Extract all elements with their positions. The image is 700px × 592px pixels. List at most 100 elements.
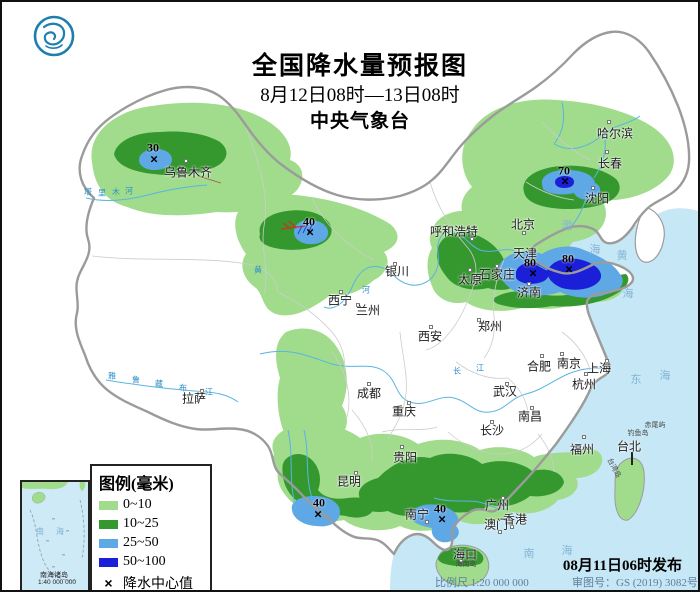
inset-hainan: [32, 492, 46, 504]
province-line: [447, 431, 543, 455]
city-marker-海口: [459, 559, 463, 563]
legend-range-label: 10~25: [123, 516, 159, 531]
province-line: [429, 181, 477, 285]
city-label-拉萨: 拉萨: [181, 391, 207, 406]
river-label-4: 黄: [254, 265, 262, 275]
city-marker-乌鲁木齐: [184, 159, 188, 163]
city-marker-石家庄: [495, 264, 499, 268]
city-label-天津: 天津: [512, 246, 538, 261]
city-label-武汉: 武汉: [492, 384, 518, 399]
precip-center-value-5: 40: [434, 501, 446, 516]
river-songhua-branch: [593, 133, 606, 179]
province-line: [483, 259, 505, 359]
city-label-广州: 广州: [484, 498, 510, 513]
legend-range-label: 0~10: [123, 497, 152, 512]
city-label-石家庄: 石家庄: [478, 267, 516, 282]
legend-swatch: [99, 538, 118, 548]
city-marker-西宁: [339, 290, 343, 294]
legend-range-label: 25~50: [123, 535, 159, 550]
city-marker-长春: [605, 150, 609, 154]
legend-swatch: [99, 557, 118, 567]
river-pearl: [433, 497, 509, 510]
city-label-昆明: 昆明: [336, 474, 362, 489]
inset-taiwan: [79, 482, 86, 491]
legend-item: 25~50: [99, 535, 203, 551]
sea-label-7: 海: [561, 545, 573, 557]
city-marker-兰州: [356, 303, 360, 307]
hatch: [297, 225, 303, 235]
city-label-沈阳: 沈阳: [584, 191, 610, 206]
city-label-呼和浩特: 呼和浩特: [429, 224, 479, 239]
river-label-7: 江: [476, 363, 484, 373]
city-marker-长沙: [490, 420, 494, 424]
taiwan-island: [614, 457, 645, 521]
lb-xinjiang: [139, 149, 172, 170]
precip-gansu-band: [235, 194, 398, 316]
city-marker-哈尔滨: [607, 120, 611, 124]
precip-center-value-1: 40: [303, 214, 315, 229]
precip-center-x-2: ×: [561, 173, 569, 189]
page-title: 全国降水量预报图: [251, 53, 469, 80]
legend-box: 图例(毫米) 0~10 10~25 25~50 50~100 × 降水中心值: [90, 464, 212, 590]
river-label-8: 雅: [108, 371, 116, 381]
city-marker-武汉: [505, 382, 509, 386]
city-marker-台北: [631, 452, 633, 465]
city-label-西安: 西安: [417, 329, 443, 344]
city-marker-香港: [510, 525, 514, 529]
precip-center-value-3: 80: [524, 255, 536, 270]
dash-seg: [29, 509, 77, 581]
river-yangtze: [259, 350, 606, 413]
korea-peninsula: [634, 207, 665, 263]
city-marker-杭州: [584, 372, 588, 376]
db-bohai-west: [516, 262, 549, 284]
sea-label-2: 黄: [616, 250, 628, 262]
city-label-福州: 福州: [569, 442, 595, 457]
inset-islands-label: 南海诸岛: [40, 572, 68, 579]
approval-number: 审图号：GS (2019) 3082号: [572, 577, 698, 589]
south-china-sea-inset: 南 海 南海诸岛 1:40 000 000: [20, 480, 90, 590]
dg-south-coast: [358, 453, 564, 517]
inset-scale: 1:40 000 000: [38, 579, 76, 586]
city-marker-太原: [468, 268, 472, 272]
dg-hainan-north: [438, 546, 484, 567]
red-wind-annotation: [280, 220, 306, 230]
city-marker-昆明: [354, 471, 358, 475]
legend-item: 0~10: [99, 497, 203, 513]
island-label-2: 赤尾屿: [644, 421, 666, 429]
inset-sea-char: 海: [56, 527, 64, 536]
island-label-3: 海南岛: [455, 560, 477, 568]
sea-label-0: 渤: [561, 220, 573, 232]
city-label-重庆: 重庆: [391, 404, 417, 419]
precip-center-value-0: 30: [147, 140, 159, 155]
city-marker-拉萨: [200, 389, 204, 393]
legend-center-row: × 降水中心值: [99, 573, 203, 590]
legend-item: 10~25: [99, 516, 203, 532]
city-marker-合肥: [540, 354, 544, 358]
river-label-2: 木: [112, 187, 120, 197]
lb-guangxi: [410, 504, 459, 543]
city-label-郑州: 郑州: [477, 319, 503, 334]
city-label-长春: 长春: [597, 156, 623, 171]
precip-center-x-0: ×: [150, 151, 158, 167]
river-label-1: 里: [98, 188, 106, 198]
red-line: [280, 225, 306, 230]
hatch-marks: [297, 224, 313, 235]
province-line: [387, 331, 407, 439]
province-line: [425, 283, 475, 351]
island-label-1: 钓鱼岛: [627, 429, 649, 437]
legend-items: 0~10 10~25 25~50 50~100: [99, 497, 203, 570]
dg-shandong-south: [493, 274, 629, 309]
city-marker-上海: [605, 359, 609, 363]
province-line: [311, 197, 375, 261]
hatch: [307, 224, 313, 234]
river-tarim: [85, 184, 208, 201]
inset-map: [22, 482, 86, 581]
river-label-9: 鲁: [132, 375, 140, 385]
city-marker-贵阳: [400, 445, 404, 449]
city-label-海口: 海口: [452, 547, 478, 562]
sea-label-3: 海: [622, 288, 634, 300]
river-mekong: [303, 429, 315, 505]
islet: [62, 554, 65, 556]
